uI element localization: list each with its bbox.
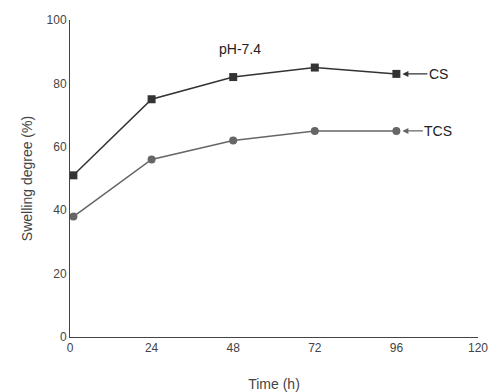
svg-text:24: 24 xyxy=(145,341,159,355)
svg-text:40: 40 xyxy=(53,203,67,217)
svg-text:0: 0 xyxy=(60,330,67,344)
svg-text:20: 20 xyxy=(53,267,67,281)
svg-text:60: 60 xyxy=(53,140,67,154)
svg-text:72: 72 xyxy=(308,341,322,355)
svg-text:0: 0 xyxy=(67,341,74,355)
svg-text:CS: CS xyxy=(429,66,448,82)
svg-text:48: 48 xyxy=(227,341,241,355)
svg-text:96: 96 xyxy=(390,341,404,355)
svg-text:100: 100 xyxy=(47,13,67,27)
svg-text:TCS: TCS xyxy=(424,123,452,139)
svg-text:80: 80 xyxy=(53,77,67,91)
svg-text:120: 120 xyxy=(468,341,488,355)
svg-text:pH-7.4: pH-7.4 xyxy=(219,41,261,57)
svg-text:Swelling degree (%): Swelling degree (%) xyxy=(19,116,35,241)
svg-text:Time (h): Time (h) xyxy=(248,376,300,392)
